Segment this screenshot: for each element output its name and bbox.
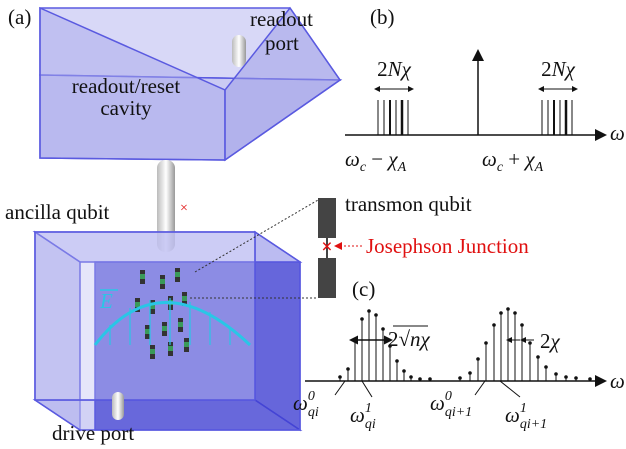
peak-dot: [409, 375, 413, 379]
transmon-label: transmon qubit: [345, 192, 472, 216]
peak-dot: [536, 355, 540, 359]
peak-label: ω1 qi+1: [505, 401, 547, 432]
peak-dot: [513, 311, 517, 315]
width-label: 2Nχ: [541, 57, 576, 81]
peak-dot: [468, 371, 472, 375]
peak-dot: [428, 377, 432, 381]
peak-dot: [458, 376, 462, 380]
qubit-pad: [135, 302, 140, 307]
peak-dot: [476, 357, 480, 361]
split-label: 2χ: [540, 329, 561, 353]
transmon-pad: [318, 198, 336, 238]
junction-mark: ×: [321, 236, 332, 258]
qubit-pad: [162, 326, 167, 331]
readout-cavity: [39, 6, 343, 162]
peak-label: ω1 qi: [350, 401, 376, 432]
qubit-pad: [140, 274, 145, 279]
qubit-pad: [150, 304, 155, 309]
pointer: [334, 380, 346, 396]
transmon-pad: [318, 258, 336, 298]
panel-label: (a): [8, 5, 31, 29]
peak-dot: [402, 369, 406, 373]
peak-dot: [588, 377, 592, 381]
panel-label: (c): [352, 277, 375, 301]
peak-dot: [564, 375, 568, 379]
peak-dot: [499, 311, 503, 315]
peak-label: ω0 qi: [293, 389, 319, 420]
spectral-lines: [377, 100, 573, 135]
qubit-pad: [150, 349, 155, 354]
freq-label: ωc − χA: [345, 147, 407, 175]
panel-label: (b): [370, 5, 395, 29]
peak-dot: [528, 341, 532, 345]
peak-dot: [367, 309, 371, 313]
qubit-pad: [145, 329, 150, 334]
peak-dot: [374, 313, 378, 317]
peak-dot: [574, 376, 578, 380]
field-label: E: [99, 289, 113, 313]
qubit-pad: [160, 279, 165, 284]
drive-port-pin: [112, 392, 124, 420]
qubit-pad: [184, 342, 189, 347]
port-label: readout: [250, 7, 313, 31]
peak-label: ω0 qi+1: [430, 389, 472, 420]
port-label: port: [265, 31, 299, 55]
qubit-pad: [175, 272, 180, 277]
spectral-peaks: [338, 307, 592, 381]
width-label: 2Nχ: [377, 57, 412, 81]
ancilla-pin: [157, 160, 175, 252]
field-profile: [93, 301, 252, 347]
peak-dot: [395, 359, 399, 363]
freq-label: ωc + χA: [482, 147, 544, 175]
qubit-pad: [168, 346, 173, 351]
peak-dot: [554, 372, 558, 376]
drive-port-label: drive port: [52, 421, 134, 445]
peak-dot: [520, 323, 524, 327]
axis-label: ω: [610, 121, 625, 145]
ancilla-mark: ×: [180, 201, 188, 216]
qubit-pad: [178, 322, 183, 327]
cavity-label: cavity: [100, 96, 152, 120]
pointer: [499, 380, 521, 398]
field-arrows: [109, 298, 231, 345]
cavity-label: readout/reset: [72, 74, 181, 98]
ancilla-label: ancilla qubit: [5, 200, 110, 224]
storage-cavity: [32, 230, 303, 432]
axis-label: ω: [610, 369, 625, 393]
pointer: [474, 380, 486, 396]
readout-port-pin: [232, 35, 246, 67]
peak-dot: [492, 323, 496, 327]
peak-dot: [506, 307, 510, 311]
pointer: [361, 380, 373, 398]
junction-label: Josephson Junction: [366, 234, 529, 258]
peak-dot: [346, 367, 350, 371]
peak-dot: [544, 365, 548, 369]
peak-dot: [338, 375, 342, 379]
peak-dot: [381, 327, 385, 331]
peak-dot: [360, 317, 364, 321]
spacing-label: 2√nχ: [388, 327, 431, 351]
peak-dot: [388, 344, 392, 348]
peak-dot: [484, 341, 488, 345]
peak-dot: [418, 377, 422, 381]
qubit-pad: [182, 296, 187, 301]
